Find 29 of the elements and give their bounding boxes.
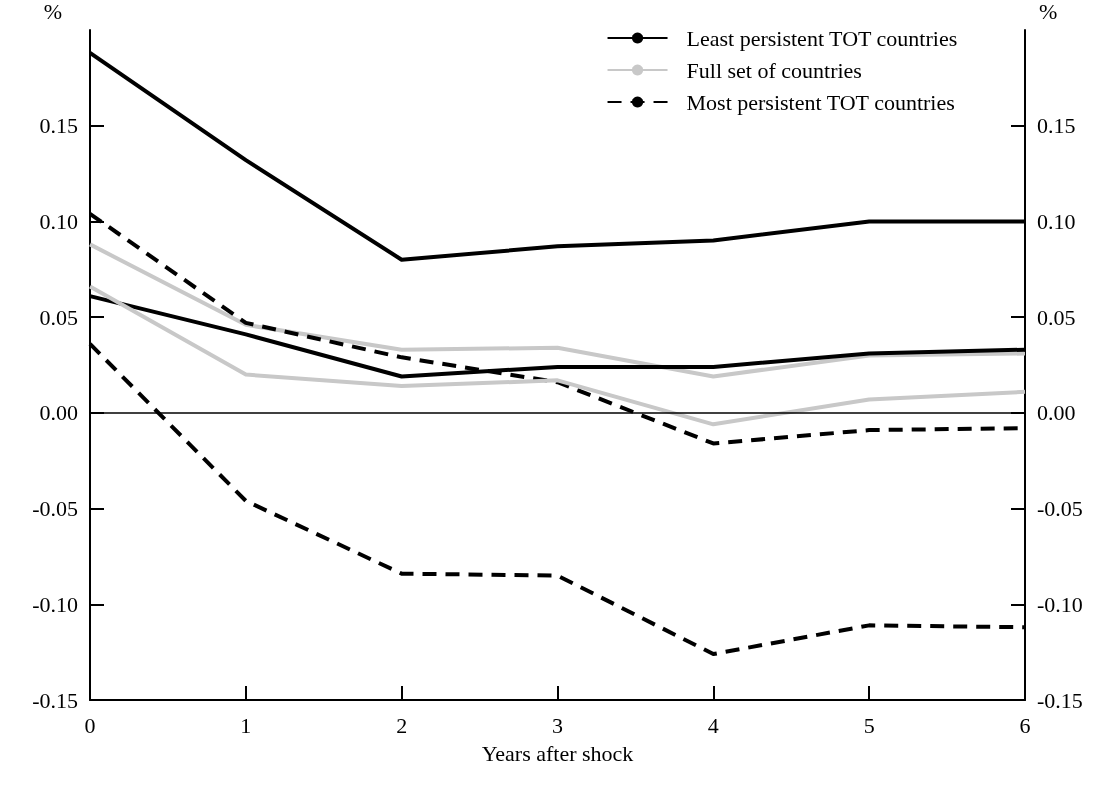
- y2-tick-label: -0.15: [1037, 687, 1083, 713]
- y-tick-label: -0.05: [32, 496, 78, 522]
- x-tick-label: 2: [396, 712, 408, 738]
- y-tick-label: 0.10: [39, 208, 78, 234]
- x-tick-label: 3: [552, 712, 563, 738]
- y-axis-title: %: [43, 0, 62, 24]
- y2-axis-title: %: [1039, 0, 1058, 24]
- line-series: [88, 242, 1027, 379]
- x-tick-label: 4: [707, 712, 719, 738]
- legend-label: Full set of countries: [686, 57, 862, 83]
- x-tick-label: 6: [1019, 712, 1031, 738]
- y2-tick-label: 0.15: [1037, 113, 1076, 139]
- y2-tick-label: -0.05: [1037, 496, 1083, 522]
- x-axis-title: Years after shock: [481, 740, 634, 766]
- y2-tick-label: 0.10: [1037, 208, 1076, 234]
- y2-tick-label: -0.10: [1037, 591, 1083, 617]
- y-tick-label: -0.15: [32, 687, 78, 713]
- y2-tick-label: 0.05: [1037, 304, 1076, 330]
- legend-label: Most persistent TOT countries: [686, 89, 955, 115]
- x-tick-label: 0: [84, 712, 96, 738]
- y-tick-label: 0.05: [39, 304, 78, 330]
- legend-label: Least persistent TOT countries: [686, 25, 958, 51]
- line-series: [88, 284, 1027, 427]
- y-tick-label: -0.10: [32, 591, 78, 617]
- x-tick-label: 5: [863, 712, 875, 738]
- y2-tick-label: 0.00: [1037, 400, 1076, 426]
- y-tick-label: 0.15: [39, 113, 78, 139]
- x-tick-label: 1: [240, 712, 252, 738]
- y-tick-label: 0.00: [39, 400, 78, 426]
